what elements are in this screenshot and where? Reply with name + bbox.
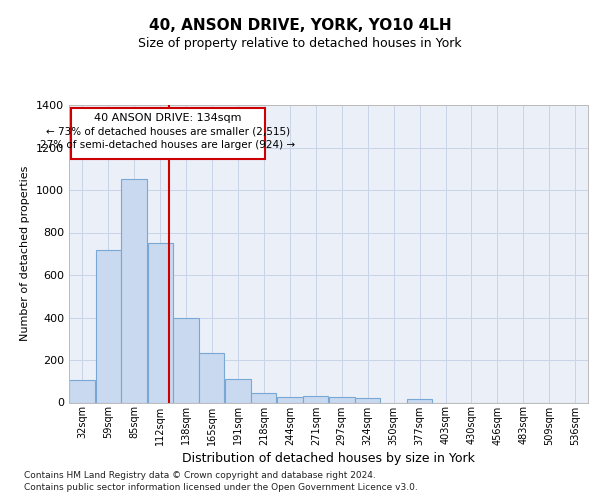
Text: 27% of semi-detached houses are larger (924) →: 27% of semi-detached houses are larger (… bbox=[40, 140, 295, 150]
Text: ← 73% of detached houses are smaller (2,515): ← 73% of detached houses are smaller (2,… bbox=[46, 126, 290, 136]
Bar bbox=[95, 250, 121, 402]
Text: 40, ANSON DRIVE, YORK, YO10 4LH: 40, ANSON DRIVE, YORK, YO10 4LH bbox=[149, 18, 451, 32]
Bar bbox=[199, 352, 224, 403]
Text: Contains public sector information licensed under the Open Government Licence v3: Contains public sector information licen… bbox=[24, 484, 418, 492]
Text: Contains HM Land Registry data © Crown copyright and database right 2024.: Contains HM Land Registry data © Crown c… bbox=[24, 472, 376, 480]
Text: 40 ANSON DRIVE: 134sqm: 40 ANSON DRIVE: 134sqm bbox=[94, 113, 242, 122]
Text: Size of property relative to detached houses in York: Size of property relative to detached ho… bbox=[138, 38, 462, 51]
X-axis label: Distribution of detached houses by size in York: Distribution of detached houses by size … bbox=[182, 452, 475, 464]
Bar bbox=[251, 393, 277, 402]
Bar bbox=[148, 243, 173, 402]
Bar bbox=[121, 180, 147, 402]
Bar bbox=[277, 397, 303, 402]
Bar bbox=[303, 396, 328, 402]
Bar bbox=[407, 400, 432, 402]
Bar bbox=[329, 397, 355, 402]
Bar bbox=[355, 398, 380, 402]
Y-axis label: Number of detached properties: Number of detached properties bbox=[20, 166, 31, 342]
Bar bbox=[69, 380, 95, 402]
Bar bbox=[173, 318, 199, 402]
FancyBboxPatch shape bbox=[71, 108, 265, 158]
Bar bbox=[225, 379, 251, 402]
